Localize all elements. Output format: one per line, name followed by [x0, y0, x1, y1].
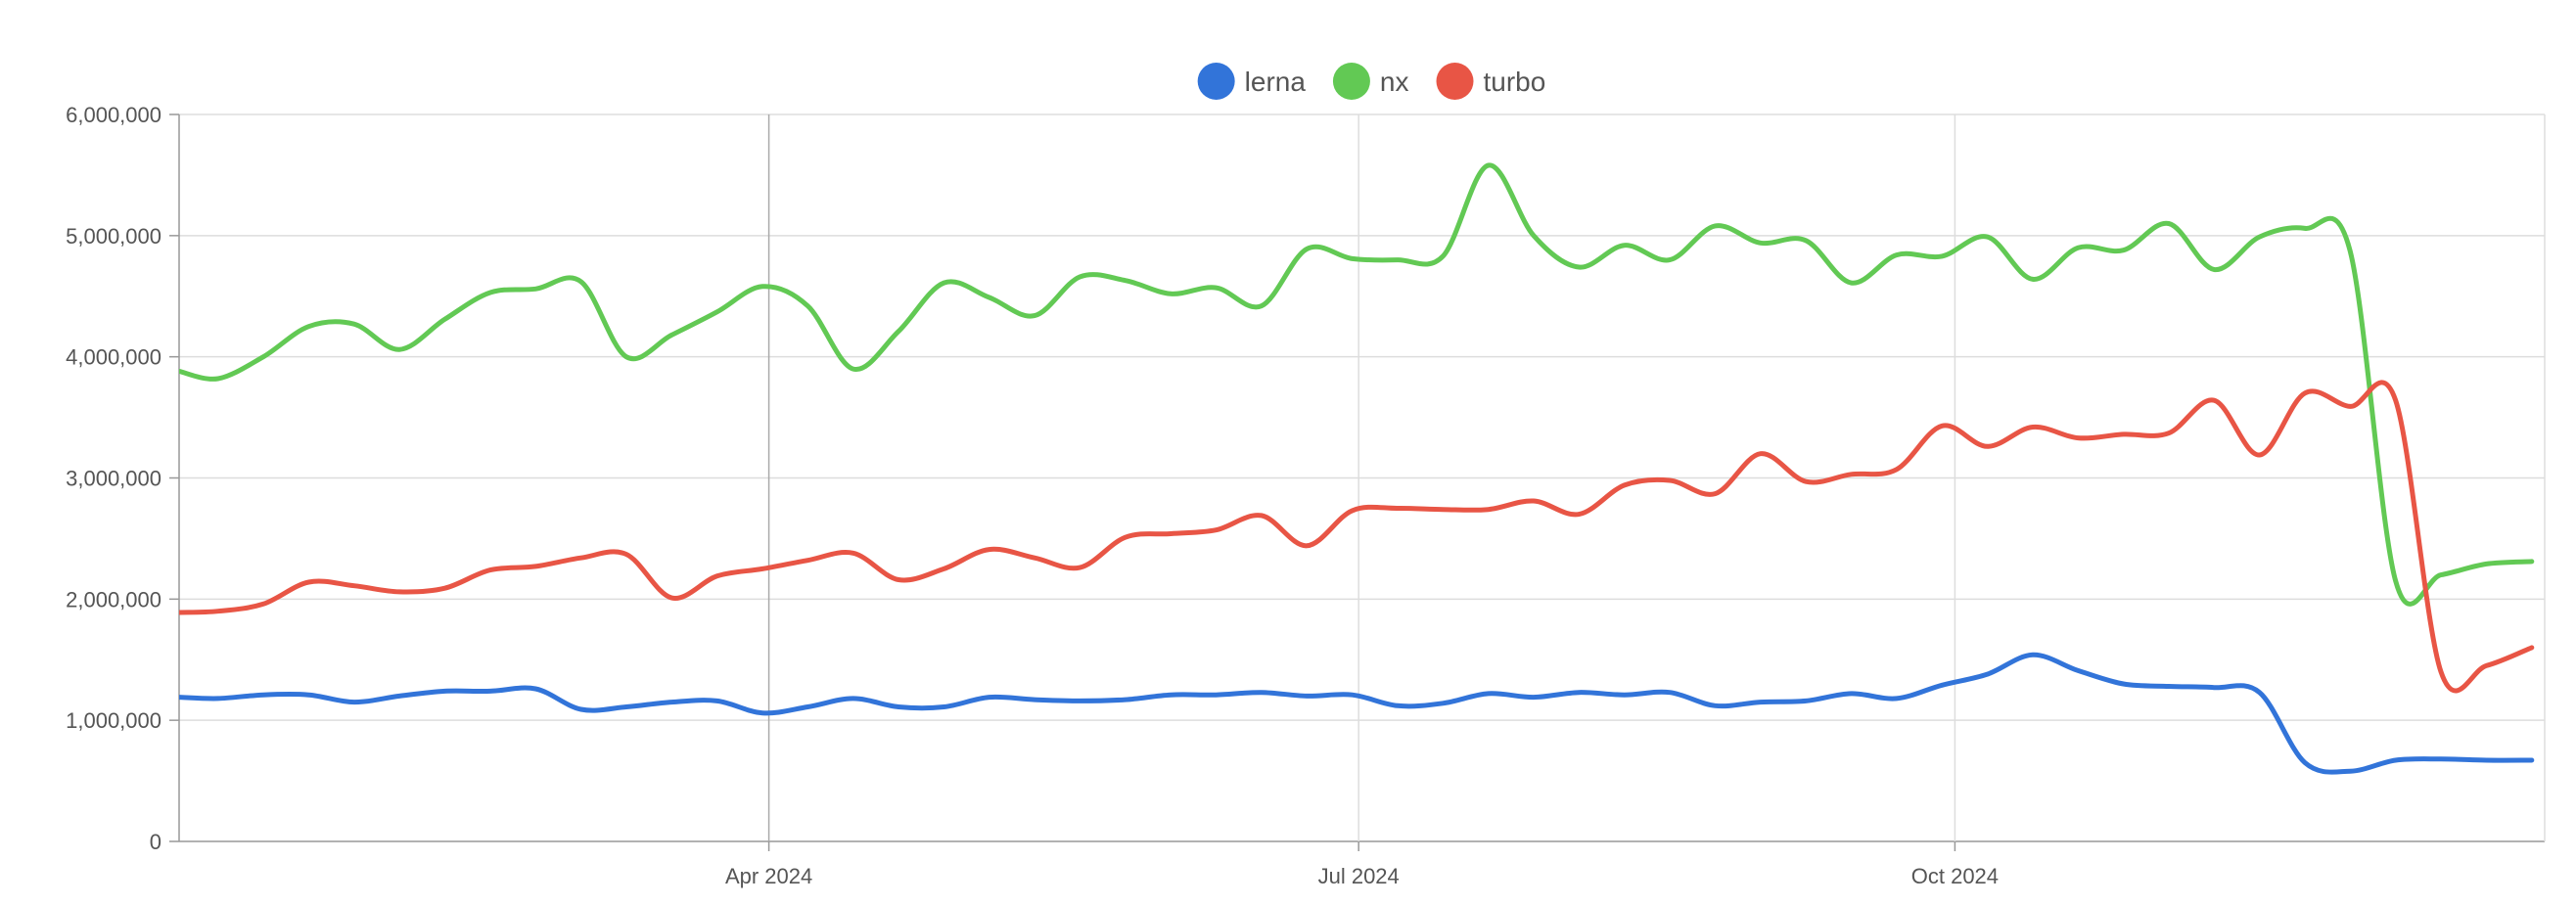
legend-label: turbo	[1484, 67, 1546, 97]
x-tick-label: Jul 2024	[1318, 864, 1400, 888]
legend-item-turbo[interactable]: turbo	[1436, 63, 1546, 100]
legend-swatch	[1436, 63, 1474, 100]
y-tick-label: 1,000,000	[66, 708, 161, 733]
series-line-turbo	[179, 380, 2535, 694]
y-tick-label: 2,000,000	[66, 587, 161, 612]
grid-lines	[179, 113, 2546, 842]
legend-label: nx	[1380, 67, 1409, 97]
x-tick-label: Oct 2024	[1911, 864, 1999, 888]
legend-swatch	[1332, 63, 1370, 100]
legend-label: lerna	[1245, 67, 1307, 97]
legend-item-nx[interactable]: nx	[1332, 63, 1409, 100]
y-tick-label: 6,000,000	[66, 103, 161, 127]
x-tick-label: Apr 2024	[725, 864, 812, 888]
y-tick-label: 3,000,000	[66, 467, 161, 491]
y-tick-label: 4,000,000	[66, 345, 161, 370]
series-line-nx	[179, 162, 2535, 607]
legend-item-lerna[interactable]: lerna	[1197, 63, 1307, 100]
series-line-lerna	[179, 652, 2535, 775]
series-lines	[179, 162, 2535, 775]
legend-swatch	[1197, 63, 1235, 100]
y-tick-label: 5,000,000	[66, 224, 161, 249]
y-tick-label: 0	[150, 830, 161, 854]
legend: lerna nx turbo	[1197, 63, 1546, 100]
axes: 0 1,000,000 2,000,000 3,000,000 4,000,000 5,0…	[66, 103, 1999, 888]
